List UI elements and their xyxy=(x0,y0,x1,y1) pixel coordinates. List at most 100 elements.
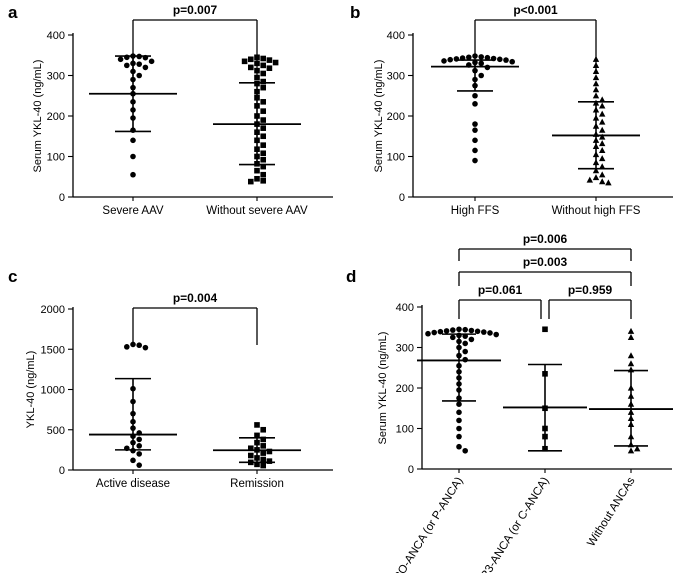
data-point xyxy=(605,179,612,186)
data-point xyxy=(136,61,142,67)
x-tick-label: MPO-ANCA (or P-ANCA) xyxy=(387,475,466,573)
data-point xyxy=(472,137,478,144)
data-point xyxy=(599,163,606,170)
panel-d: d 0 100 200 300 400 Serum YKL-40 (ng/mL) MPO-AN… xyxy=(346,232,673,573)
data-point xyxy=(497,56,503,63)
p-value-label: p=0.959 xyxy=(568,283,613,297)
data-point xyxy=(248,452,254,459)
data-point xyxy=(260,117,266,123)
data-point xyxy=(425,330,431,337)
data-point xyxy=(260,108,266,114)
data-point xyxy=(627,327,635,334)
data-point xyxy=(260,462,266,469)
panel-b: b 0 100 200 300 400 Serum YKL-40 (ng/mL) High F… xyxy=(350,3,673,217)
data-point xyxy=(592,86,600,93)
y-tick-label: 0 xyxy=(59,465,65,477)
data-point xyxy=(260,78,266,85)
data-point xyxy=(487,330,493,336)
panel-c: c 0 500 1000 1500 2000 YKL-40 (ng/mL) Active di… xyxy=(8,267,333,490)
data-point xyxy=(148,58,155,65)
y-tick-label: 100 xyxy=(396,424,414,436)
x-tick-label: High FFS xyxy=(451,205,500,217)
data-point xyxy=(592,92,600,99)
data-point xyxy=(456,443,462,450)
data-point xyxy=(592,174,600,181)
panel-label: a xyxy=(8,3,18,22)
x-tick-label: Remission xyxy=(230,478,284,490)
data-point xyxy=(136,72,142,79)
data-point xyxy=(462,340,469,347)
data-point xyxy=(136,436,142,443)
data-point xyxy=(472,101,478,107)
y-tick-label: 200 xyxy=(387,111,405,123)
data-point xyxy=(260,450,266,456)
data-point xyxy=(260,62,266,69)
y-tick-label: 500 xyxy=(47,425,65,437)
data-point xyxy=(254,74,260,81)
data-point xyxy=(472,92,478,99)
y-tick-label: 0 xyxy=(59,192,65,204)
data-point xyxy=(260,125,266,131)
data-point xyxy=(599,147,606,154)
y-tick-label: 400 xyxy=(396,302,414,314)
data-point xyxy=(260,171,266,178)
data-point xyxy=(142,344,149,351)
data-point xyxy=(599,118,606,125)
panel-label: d xyxy=(346,267,356,286)
data-point xyxy=(260,84,266,91)
data-point xyxy=(599,133,606,140)
data-point xyxy=(130,171,136,178)
data-point xyxy=(542,326,548,333)
data-point xyxy=(627,447,635,454)
data-point xyxy=(472,121,478,127)
y-tick-label: 1000 xyxy=(41,385,65,397)
data-point xyxy=(456,401,462,408)
data-point xyxy=(431,329,438,336)
data-point xyxy=(248,56,254,63)
data-point xyxy=(443,328,450,334)
data-point xyxy=(254,461,260,468)
data-point xyxy=(266,458,273,464)
data-point xyxy=(260,55,266,62)
data-point xyxy=(260,150,266,157)
data-point xyxy=(260,133,266,140)
data-point xyxy=(260,426,266,433)
data-point xyxy=(254,167,260,174)
data-point xyxy=(260,456,266,463)
data-point xyxy=(599,155,606,162)
data-point xyxy=(117,56,124,63)
p-value-label: p=0.061 xyxy=(478,283,523,297)
x-tick-label: Without severe AAV xyxy=(206,205,308,217)
data-point xyxy=(599,102,606,109)
data-point xyxy=(599,140,606,147)
data-point xyxy=(266,65,273,72)
p-value-label: p<0.001 xyxy=(513,3,558,17)
data-point xyxy=(484,54,491,61)
data-point xyxy=(462,348,469,355)
data-point xyxy=(441,58,447,64)
data-point xyxy=(627,352,635,359)
data-point xyxy=(266,57,273,63)
data-point xyxy=(456,326,462,333)
y-tick-label: 100 xyxy=(387,152,405,164)
data-point xyxy=(599,178,606,185)
data-point xyxy=(456,409,462,416)
data-point xyxy=(456,425,462,432)
y-tick-label: 0 xyxy=(399,192,405,204)
y-tick-label: 300 xyxy=(47,71,65,83)
data-point xyxy=(450,327,456,333)
data-point xyxy=(599,110,606,117)
data-point xyxy=(599,171,606,178)
y-tick-label: 0 xyxy=(408,464,414,476)
data-point xyxy=(478,60,485,67)
data-point xyxy=(254,432,260,439)
data-point xyxy=(456,417,462,424)
data-point xyxy=(627,333,635,340)
data-point xyxy=(481,329,487,335)
y-tick-label: 1500 xyxy=(41,344,65,356)
x-tick-label: PR3-ANCA (or C-ANCA) xyxy=(475,475,552,573)
data-point xyxy=(599,126,606,133)
data-point xyxy=(472,157,478,164)
data-point xyxy=(130,457,136,464)
data-point xyxy=(260,163,266,170)
